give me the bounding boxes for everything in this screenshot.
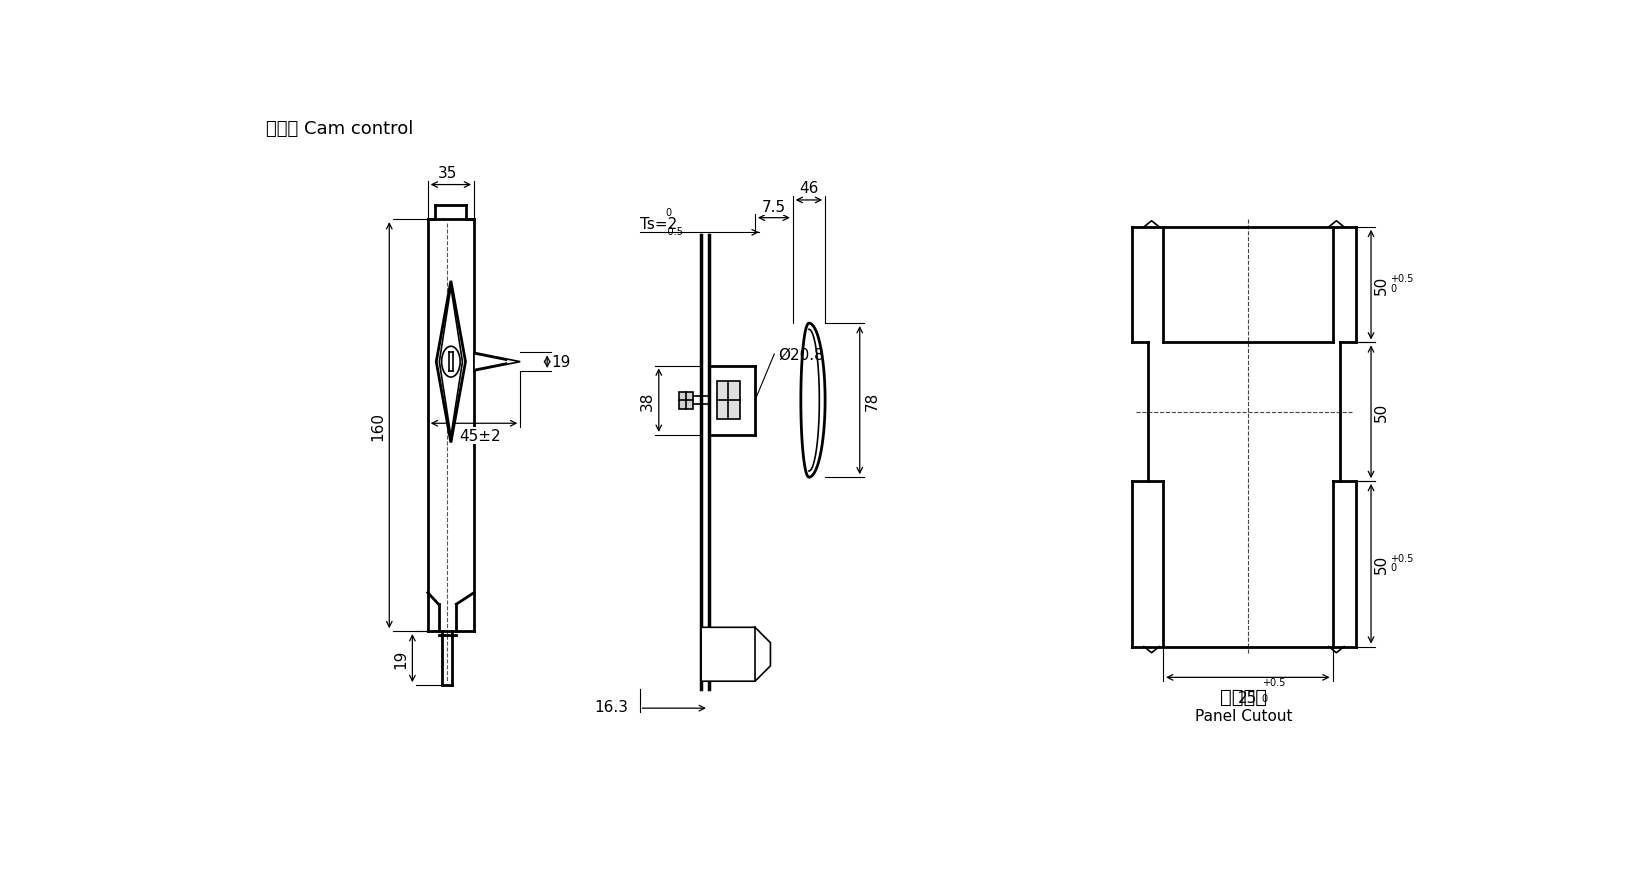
Text: 78: 78 bbox=[864, 391, 879, 410]
Text: 35: 35 bbox=[438, 166, 458, 181]
Text: +0.5: +0.5 bbox=[1261, 677, 1284, 687]
Polygon shape bbox=[436, 282, 466, 443]
Text: 50: 50 bbox=[1374, 276, 1389, 295]
Text: 46: 46 bbox=[799, 181, 819, 196]
Polygon shape bbox=[474, 353, 520, 371]
Text: 开孔尺寸: 开孔尺寸 bbox=[1221, 687, 1268, 706]
Text: 0: 0 bbox=[1391, 284, 1397, 293]
Ellipse shape bbox=[441, 347, 461, 378]
Text: Ø20.8: Ø20.8 bbox=[778, 347, 824, 362]
Text: 25: 25 bbox=[1239, 690, 1258, 705]
Text: -0.5: -0.5 bbox=[665, 227, 683, 237]
Text: 0: 0 bbox=[1261, 693, 1268, 703]
Text: 45±2: 45±2 bbox=[459, 428, 502, 443]
Text: 50: 50 bbox=[1374, 403, 1389, 421]
Text: +0.5: +0.5 bbox=[1391, 274, 1413, 284]
Bar bbox=[717, 381, 740, 420]
Text: 锁舌型 Cam control: 锁舌型 Cam control bbox=[266, 120, 413, 138]
Text: 19: 19 bbox=[551, 355, 570, 370]
Polygon shape bbox=[440, 288, 462, 437]
Bar bbox=[678, 392, 693, 409]
Text: 7.5: 7.5 bbox=[761, 200, 786, 215]
Text: Panel Cutout: Panel Cutout bbox=[1194, 709, 1292, 723]
Text: 16.3: 16.3 bbox=[595, 699, 627, 715]
Text: 0: 0 bbox=[665, 208, 672, 218]
Text: 160: 160 bbox=[371, 411, 386, 440]
Text: 38: 38 bbox=[641, 391, 655, 410]
Text: +0.5: +0.5 bbox=[1391, 553, 1413, 563]
Polygon shape bbox=[801, 324, 825, 478]
Polygon shape bbox=[701, 628, 771, 681]
Text: Ts=2: Ts=2 bbox=[639, 216, 676, 231]
Text: 50: 50 bbox=[1374, 555, 1389, 573]
Text: 19: 19 bbox=[394, 649, 408, 668]
Text: 0: 0 bbox=[1391, 562, 1397, 572]
